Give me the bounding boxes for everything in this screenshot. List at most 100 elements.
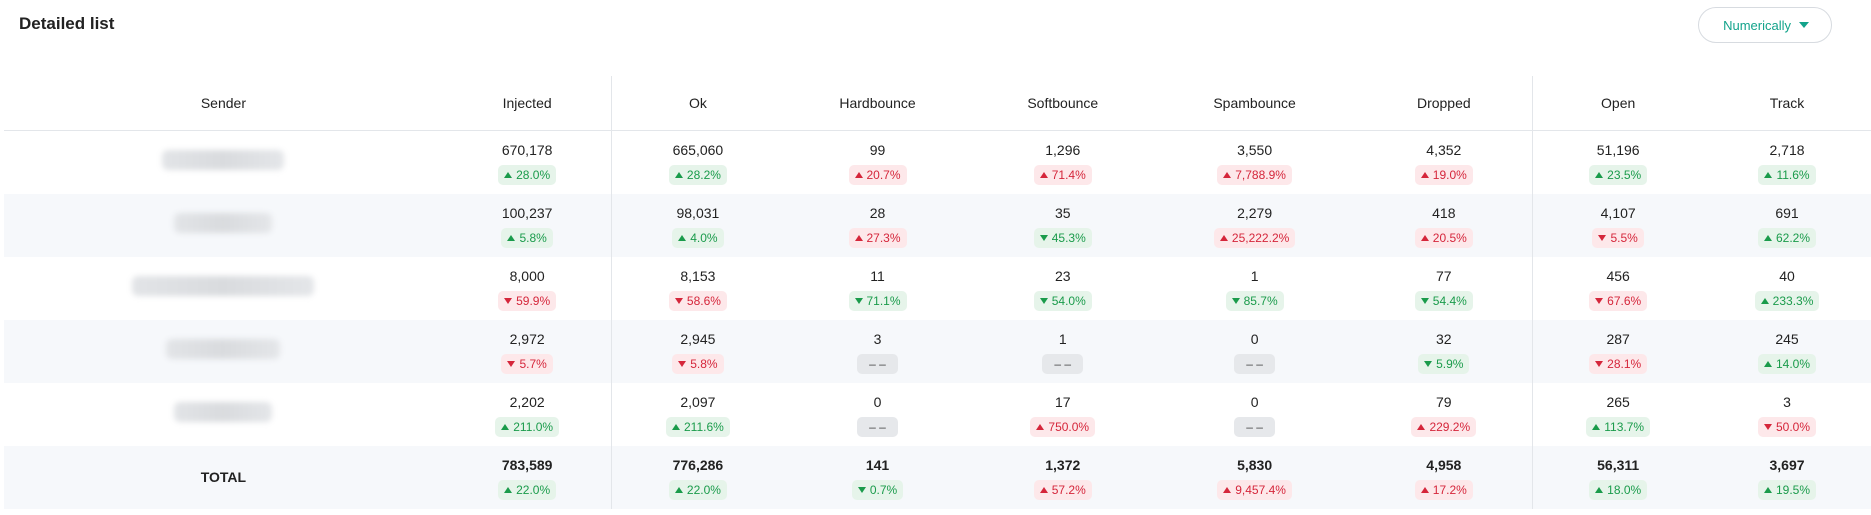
cell-injected: 100,237 5.8%: [442, 194, 612, 257]
change-value: – –: [869, 356, 886, 371]
column-header-track[interactable]: Track: [1703, 76, 1871, 131]
arrow-down-icon: [1231, 297, 1240, 304]
arrow-up-icon: [504, 171, 513, 178]
metric-value: 56,311: [1597, 456, 1640, 473]
redacted-sender-name: [162, 150, 285, 170]
redacted-sender-name: [174, 402, 273, 422]
change-value: – –: [1246, 356, 1263, 371]
change-badge: 22.0%: [668, 479, 727, 500]
change-badge: 59.9%: [498, 290, 557, 311]
metric-value: 418: [1432, 204, 1456, 221]
cell-injected: 8,000 59.9%: [443, 257, 612, 320]
metric-value: 670,178: [501, 141, 553, 158]
arrow-down-icon: [1424, 360, 1433, 367]
change-badge: 4.0%: [672, 227, 724, 248]
change-badge: 229.2%: [1411, 416, 1477, 437]
cell-softbounce: 35 45.3%: [971, 194, 1154, 257]
metric-value: 17: [1054, 393, 1071, 410]
column-header-open[interactable]: Open: [1532, 76, 1704, 131]
arrow-down-icon: [504, 297, 513, 304]
metric-value: 287: [1606, 330, 1630, 347]
table-row[interactable]: 8,000 59.9% 8,153 58.6% 11 71.1% 23 54.0% 1 85.7%…: [4, 257, 1871, 320]
arrow-up-icon: [1595, 486, 1604, 493]
metric-value: 1: [1250, 267, 1259, 284]
table-row[interactable]: 670,178 28.0% 665,060 28.2% 99 20.7% 1,296 71.4…: [4, 130, 1871, 195]
sort-mode-dropdown[interactable]: Numerically: [1698, 7, 1832, 43]
cell-open: 56,311 18.0%: [1532, 446, 1704, 509]
arrow-up-icon: [504, 486, 513, 493]
cell-track: 2,718 11.6%: [1703, 131, 1871, 195]
change-value: 28.0%: [516, 167, 551, 182]
change-value: 9,457.4%: [1235, 482, 1286, 497]
arrow-up-icon: [1764, 234, 1772, 241]
metric-value: 3,697: [1769, 456, 1805, 473]
metric-value: 8,153: [680, 267, 716, 284]
change-value: 23.5%: [1607, 167, 1642, 182]
cell-dropped: 32 5.9%: [1355, 320, 1533, 383]
metric-value: 11: [870, 267, 885, 284]
metric-value: 776,286: [672, 456, 724, 473]
change-value: 14.0%: [1776, 356, 1811, 371]
arrow-down-icon: [1598, 234, 1607, 241]
metric-value: 4,107: [1600, 204, 1636, 221]
cell-open: 287 28.1%: [1532, 320, 1704, 383]
change-value: – –: [1246, 419, 1263, 434]
cell-dropped: 79 229.2%: [1355, 383, 1532, 446]
cell-dropped: 418 20.5%: [1355, 194, 1533, 257]
table-body: 670,178 28.0% 665,060 28.2% 99 20.7% 1,296 71.4…: [4, 130, 1871, 509]
change-badge: 19.0%: [1414, 164, 1473, 185]
change-value: 19.5%: [1776, 482, 1811, 497]
change-badge: 5.9%: [1418, 353, 1470, 374]
change-value: 54.0%: [1051, 293, 1086, 308]
arrow-down-icon: [678, 360, 687, 367]
column-header-dropped[interactable]: Dropped: [1355, 76, 1533, 131]
change-badge: – –: [857, 416, 898, 437]
metric-value: 100,237: [501, 204, 553, 221]
column-header-hardbounce[interactable]: Hardbounce: [783, 76, 972, 131]
arrow-up-icon: [501, 423, 510, 430]
cell-open: 456 67.6%: [1532, 257, 1704, 320]
metric-value: 99: [869, 141, 886, 158]
cell-open: 265 113.7%: [1532, 383, 1704, 446]
change-value: 58.6%: [686, 293, 721, 308]
change-value: 59.9%: [516, 293, 551, 308]
table-header-row: Sender Injected Ok Hardbounce Softbounce Spam…: [4, 76, 1871, 131]
change-badge: 113.7%: [1586, 416, 1651, 437]
cell-softbounce: 23 54.0%: [972, 257, 1154, 320]
cell-track: 691 62.2%: [1703, 194, 1871, 257]
table-row[interactable]: 2,202 211.0% 2,097 211.6% 0 – – 17 750.0% 0 – – 79…: [4, 383, 1871, 446]
arrow-down-icon: [1039, 234, 1048, 241]
column-header-ok[interactable]: Ok: [611, 76, 784, 131]
change-value: 211.6%: [684, 419, 724, 434]
change-value: 229.2%: [1429, 419, 1471, 434]
column-header-softbounce[interactable]: Softbounce: [971, 76, 1154, 131]
change-badge: 5.5%: [1592, 227, 1644, 248]
change-badge: 20.7%: [848, 164, 907, 185]
cell-open: 4,107 5.5%: [1532, 194, 1704, 257]
change-badge: 23.5%: [1589, 164, 1648, 185]
arrow-up-icon: [1039, 171, 1048, 178]
change-value: 0.7%: [869, 482, 898, 497]
change-badge: 11.6%: [1758, 164, 1816, 185]
arrow-up-icon: [674, 486, 683, 493]
arrow-up-icon: [1420, 486, 1429, 493]
cell-sender: [4, 320, 443, 383]
column-header-injected[interactable]: Injected: [442, 76, 612, 131]
arrow-up-icon: [1595, 171, 1604, 178]
metric-value: 8,000: [509, 267, 545, 284]
detailed-list-table: Sender Injected Ok Hardbounce Softbounce Spam…: [4, 76, 1871, 509]
metric-value: 3: [873, 330, 882, 347]
change-badge: 71.1%: [848, 290, 907, 311]
change-badge: 54.0%: [1033, 290, 1092, 311]
arrow-up-icon: [1036, 423, 1045, 430]
metric-value: 5,830: [1237, 456, 1273, 473]
table-row[interactable]: 2,972 5.7% 2,945 5.8% 3– –1– –0– –32 5.9% 287 2…: [4, 320, 1871, 383]
table-row[interactable]: 100,237 5.8% 98,031 4.0% 28 27.3% 35 45.3% 2,279…: [4, 194, 1871, 257]
change-value: 19.0%: [1432, 167, 1467, 182]
change-value: 57.2%: [1051, 482, 1086, 497]
cell-spambounce: 2,279 25,222.2%: [1153, 194, 1356, 257]
change-badge: 5.8%: [501, 227, 553, 248]
cell-hardbounce: 0 – –: [783, 383, 971, 446]
column-header-spambounce[interactable]: Spambounce: [1153, 76, 1356, 131]
sort-mode-label: Numerically: [1723, 17, 1791, 33]
